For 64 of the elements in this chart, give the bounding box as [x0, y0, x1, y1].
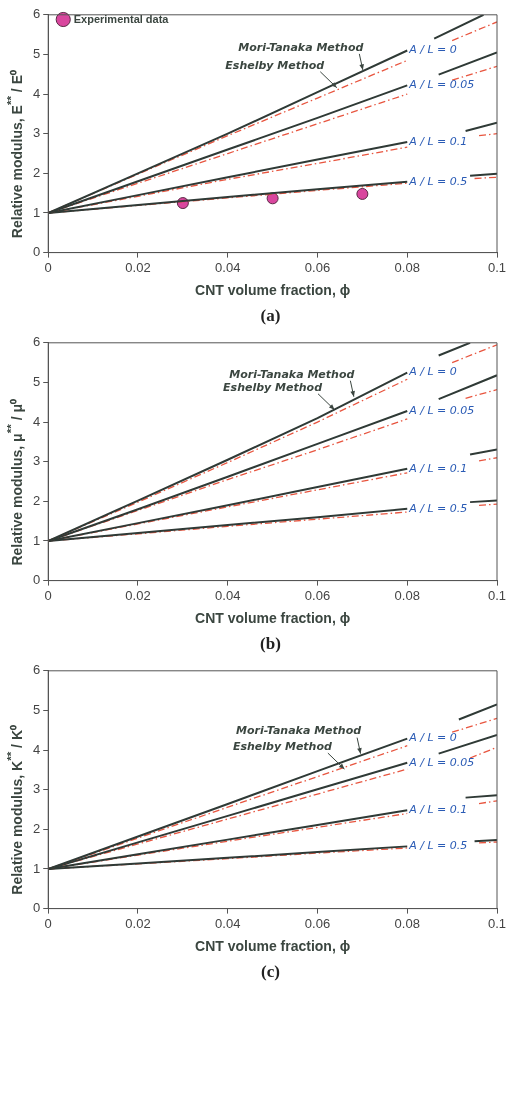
text: (a) — [259, 305, 282, 327]
y-tick-label: 6 — [33, 334, 41, 350]
series-label: A / L = 0.5 — [408, 501, 468, 515]
annotation: Eshelby Method — [225, 58, 325, 72]
y-tick-label: 2 — [33, 492, 41, 508]
y-tick-label: 3 — [33, 781, 41, 797]
x-tick-label: 0.02 — [125, 259, 151, 275]
y-tick-label: 4 — [33, 413, 41, 429]
x-tick-label: 0.04 — [215, 259, 241, 275]
annotation: Eshelby Method — [223, 380, 323, 394]
series-label: A / L = 0 — [408, 43, 457, 57]
y-tick-label: 2 — [33, 164, 41, 180]
x-tick-label: 0.06 — [304, 259, 331, 275]
y-tick-label: 3 — [33, 125, 41, 141]
x-tick-label: 0.04 — [215, 587, 241, 603]
x-tick-label: 0.1 — [487, 915, 507, 931]
series-label: A / L = 0.05 — [408, 403, 475, 417]
x-tick-label: 0.06 — [304, 587, 331, 603]
y-tick-label: 5 — [33, 374, 41, 390]
text: (c) — [260, 961, 281, 983]
x-tick-label: 0.04 — [215, 915, 241, 931]
x-axis-title: CNT volume fraction, ϕ — [195, 938, 351, 955]
x-tick-label: 0.1 — [487, 259, 507, 275]
y-tick-label: 1 — [33, 860, 41, 876]
annotation: Eshelby Method — [232, 739, 332, 753]
x-tick-label: 0.02 — [125, 915, 151, 931]
x-tick-label: 0.02 — [125, 587, 151, 603]
x-tick-label: 0 — [44, 587, 52, 603]
series-label: A / L = 0 — [408, 731, 457, 745]
annotation: Mori-Tanaka Method — [238, 40, 364, 54]
y-tick-label: 1 — [33, 532, 41, 548]
x-tick-label: 0.1 — [487, 587, 507, 603]
y-tick-label: 4 — [33, 85, 41, 101]
y-tick-label: 0 — [33, 572, 41, 588]
series-label: A / L = 0 — [408, 365, 457, 379]
y-tick-label: 4 — [33, 741, 41, 757]
series-label: A / L = 0.1 — [408, 134, 468, 148]
text: (b) — [259, 633, 282, 655]
annotation: Mori-Tanaka Method — [229, 367, 355, 381]
x-tick-label: 0.08 — [394, 587, 420, 603]
y-tick-label: 1 — [33, 204, 41, 220]
y-tick-label: 3 — [33, 453, 41, 469]
y-tick-label: 0 — [33, 244, 41, 260]
series-label: A / L = 0.1 — [408, 803, 468, 817]
y-tick-label: 2 — [33, 820, 41, 836]
series-label: A / L = 0.1 — [408, 461, 468, 475]
y-tick-label: 6 — [33, 662, 41, 678]
y-tick-label: 5 — [33, 702, 41, 718]
x-tick-label: 0.06 — [304, 915, 331, 931]
x-tick-label: 0 — [44, 915, 52, 931]
legend-label: Experimental data — [73, 12, 170, 25]
series-label: A / L = 0.05 — [408, 755, 475, 769]
series-label: A / L = 0.5 — [408, 174, 468, 188]
x-tick-label: 0.08 — [394, 259, 420, 275]
series-label: A / L = 0.5 — [408, 839, 468, 853]
x-axis-title: CNT volume fraction, ϕ — [195, 282, 351, 299]
y-tick-label: 5 — [33, 46, 41, 62]
y-tick-label: 6 — [33, 6, 41, 22]
series-label: A / L = 0.05 — [408, 78, 475, 92]
x-tick-label: 0.08 — [394, 915, 420, 931]
x-axis-title: CNT volume fraction, ϕ — [195, 610, 351, 627]
x-tick-label: 0 — [44, 259, 52, 275]
y-tick-label: 0 — [33, 900, 41, 916]
annotation: Mori-Tanaka Method — [236, 724, 362, 738]
